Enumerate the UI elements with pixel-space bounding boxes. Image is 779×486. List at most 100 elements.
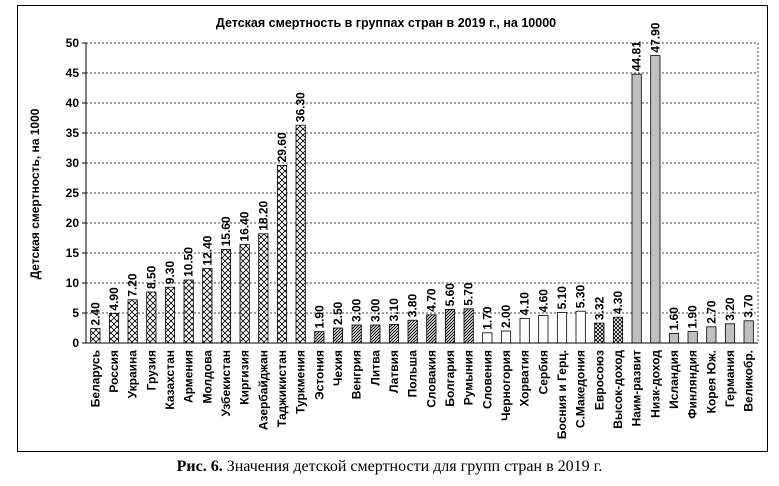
category-label: Латвия	[387, 350, 401, 393]
value-label: 2.40	[88, 302, 102, 326]
bar	[594, 322, 605, 344]
bar	[650, 55, 661, 344]
y-axis-label: Детская смертность, на 1000	[28, 108, 42, 279]
value-label: 4.10	[518, 292, 532, 316]
category-label: Эстония	[312, 350, 326, 400]
y-tick-label: 10	[66, 276, 80, 290]
bar	[164, 286, 176, 344]
category-label: Польша	[406, 350, 420, 398]
category-label: Казахстан	[163, 350, 177, 410]
y-tick-label: 5	[72, 306, 79, 320]
bar	[202, 268, 213, 344]
value-label: 47.90	[648, 22, 662, 52]
category-label: Узбекистан	[219, 350, 233, 416]
value-label: 16.40	[238, 211, 252, 241]
category-label: Молдова	[200, 350, 214, 404]
value-label: 5.70	[462, 282, 476, 306]
category-label: Евросоюз	[592, 350, 606, 410]
value-label: 18.20	[256, 200, 270, 230]
value-label: 3.70	[742, 294, 756, 318]
y-tick-label: 0	[72, 336, 79, 350]
value-label: 3.32	[592, 296, 606, 320]
value-label: 5.30	[574, 285, 588, 309]
value-label: 1.60	[667, 307, 681, 331]
category-label: Таджикистан	[275, 350, 289, 427]
bar	[612, 316, 624, 344]
category-label: Финляндия	[686, 350, 700, 419]
bar	[444, 308, 456, 344]
grid-lines	[86, 42, 758, 314]
category-label: Словакия	[424, 350, 438, 408]
bar	[276, 164, 288, 344]
y-tick-label: 30	[66, 156, 80, 170]
value-label: 3.10	[387, 298, 401, 322]
bar	[538, 314, 549, 344]
category-label: Болгария	[443, 350, 457, 407]
value-label: 29.60	[275, 132, 289, 162]
bar	[295, 124, 306, 344]
caption-text: Значения детской смертности для групп ст…	[222, 458, 603, 475]
value-labels: 2.40 4.90 7.20 8.50 9.30 10.50 12.40 15.60 16.40…	[88, 22, 755, 330]
bar	[519, 317, 530, 344]
bar	[724, 323, 736, 344]
value-label: 1.90	[686, 305, 700, 329]
bar	[743, 320, 754, 344]
value-label: 8.50	[144, 265, 158, 289]
value-label: 3.80	[406, 294, 420, 318]
category-label: Туркмения	[294, 350, 308, 414]
value-label: 2.50	[331, 301, 345, 325]
value-label: 12.40	[200, 235, 214, 265]
category-label: Беларусь	[88, 350, 102, 407]
value-label: 36.30	[294, 92, 308, 122]
category-label: Исландия	[667, 350, 681, 409]
category-label: Литва	[368, 350, 382, 386]
y-tick-label: 50	[66, 36, 80, 50]
category-labels: Беларусь Россия Украина Грузия Казахстан Арме…	[88, 350, 755, 439]
category-label: Азербайджан	[256, 350, 270, 430]
category-label: Хорватия	[518, 350, 532, 407]
value-label: 3.00	[368, 298, 382, 322]
category-label: Германия	[723, 350, 737, 407]
value-label: 4.60	[536, 289, 550, 313]
y-tick-label: 35	[66, 126, 80, 140]
y-tick-labels: 0 5 10 15 20 25 30 35 40 45 50	[66, 36, 86, 350]
chart-title: Детская смертность в группах стран в 201…	[216, 16, 556, 30]
bar	[482, 332, 493, 344]
category-label: Сербия	[536, 350, 550, 394]
value-label: 3.20	[723, 297, 737, 321]
bar	[314, 331, 325, 344]
figure-caption: Рис. 6. Значения детской смертности для …	[0, 458, 779, 476]
bar	[220, 248, 232, 344]
category-label: Россия	[107, 350, 121, 393]
category-label: Киргизия	[238, 350, 252, 405]
bar	[351, 324, 362, 344]
bar	[370, 324, 381, 344]
bar	[687, 331, 698, 344]
value-label: 2.00	[499, 304, 513, 328]
category-label: Корея Юж.	[704, 350, 718, 413]
y-tick-label: 45	[66, 66, 80, 80]
category-label: Чехия	[331, 350, 345, 386]
value-label: 10.50	[182, 247, 196, 277]
value-label: 4.90	[107, 287, 121, 311]
y-tick-label: 40	[66, 96, 80, 110]
category-label: Черногория	[499, 350, 513, 421]
bar	[407, 319, 418, 344]
y-tick-label: 20	[66, 216, 80, 230]
caption-label: Рис. 6.	[176, 458, 223, 475]
bar	[183, 279, 194, 344]
value-label: 5.10	[555, 286, 569, 310]
bar	[575, 310, 586, 344]
chart-svg: Детская смертность в группах стран в 201…	[28, 16, 759, 439]
bar	[332, 327, 344, 344]
bar	[463, 308, 474, 344]
bars	[90, 55, 754, 344]
chart-frame: Детская смертность в группах стран в 201…	[17, 5, 768, 452]
bar	[239, 244, 250, 344]
category-label: Высок-доход	[611, 350, 625, 429]
value-label: 9.30	[163, 261, 177, 285]
bar	[127, 299, 138, 344]
value-label: 4.70	[424, 288, 438, 312]
bar	[90, 328, 101, 344]
bar	[388, 323, 400, 344]
